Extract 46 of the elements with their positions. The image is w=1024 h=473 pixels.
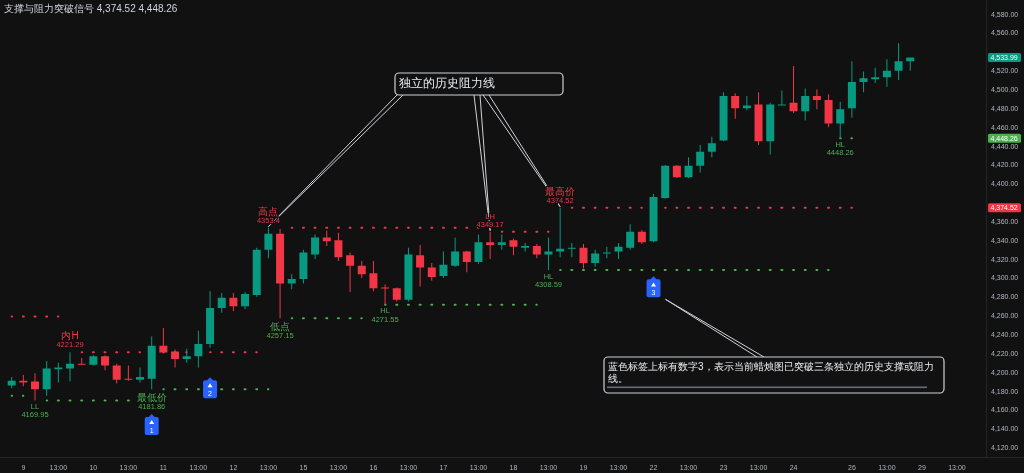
candlestick: [707, 136, 716, 158]
annotation: 独立的历史阻力线: [399, 76, 495, 90]
candlestick: [136, 367, 145, 383]
candlestick: [322, 230, 331, 246]
candlestick: [147, 336, 156, 390]
candlestick: [509, 238, 518, 256]
candlestick: [124, 365, 133, 381]
candlestick: [19, 375, 28, 387]
candlestick: [497, 234, 506, 250]
candlestick: [206, 291, 215, 348]
candlestick: [777, 90, 786, 106]
candlestick: [276, 228, 285, 319]
candlestick: [789, 65, 798, 114]
candlestick: [591, 249, 600, 267]
candlestick: [521, 243, 530, 252]
candlestick: [812, 89, 821, 110]
candlestick: [404, 247, 413, 302]
candlestick: [346, 252, 355, 293]
chart-title: 支撑与阻力突破信号 4,374.52 4,448.26: [4, 2, 178, 14]
candlestick: [89, 355, 98, 366]
candlestick: [416, 244, 425, 287]
candlestick: [451, 237, 460, 267]
candlestick: [182, 348, 191, 363]
candlestick: [474, 234, 483, 264]
candlestick: [42, 360, 51, 396]
candlestick: [906, 57, 915, 71]
candlestick: [801, 88, 810, 121]
annotation: 蓝色标签上标有数字3，表示当前蜡烛图已突破三条独立的历史支撑或阻力线。: [608, 360, 934, 384]
candlestick: [894, 43, 903, 81]
candlestick: [859, 71, 868, 93]
candlestick: [556, 207, 565, 258]
candlestick: [381, 284, 390, 305]
candlestick: [171, 349, 180, 368]
candlestick: [54, 362, 63, 383]
candlestick: [579, 244, 588, 269]
candlestick: [871, 67, 880, 83]
candlestick: [287, 274, 296, 290]
candlestick: [567, 243, 576, 258]
candlestick: [614, 243, 623, 260]
candlestick: [77, 358, 86, 365]
candlestick: [602, 246, 611, 259]
candlestick: [101, 355, 110, 371]
candlestick: [334, 232, 343, 262]
candlestick: [392, 287, 401, 302]
candlestick: [626, 224, 635, 250]
candlestick: [486, 231, 495, 260]
